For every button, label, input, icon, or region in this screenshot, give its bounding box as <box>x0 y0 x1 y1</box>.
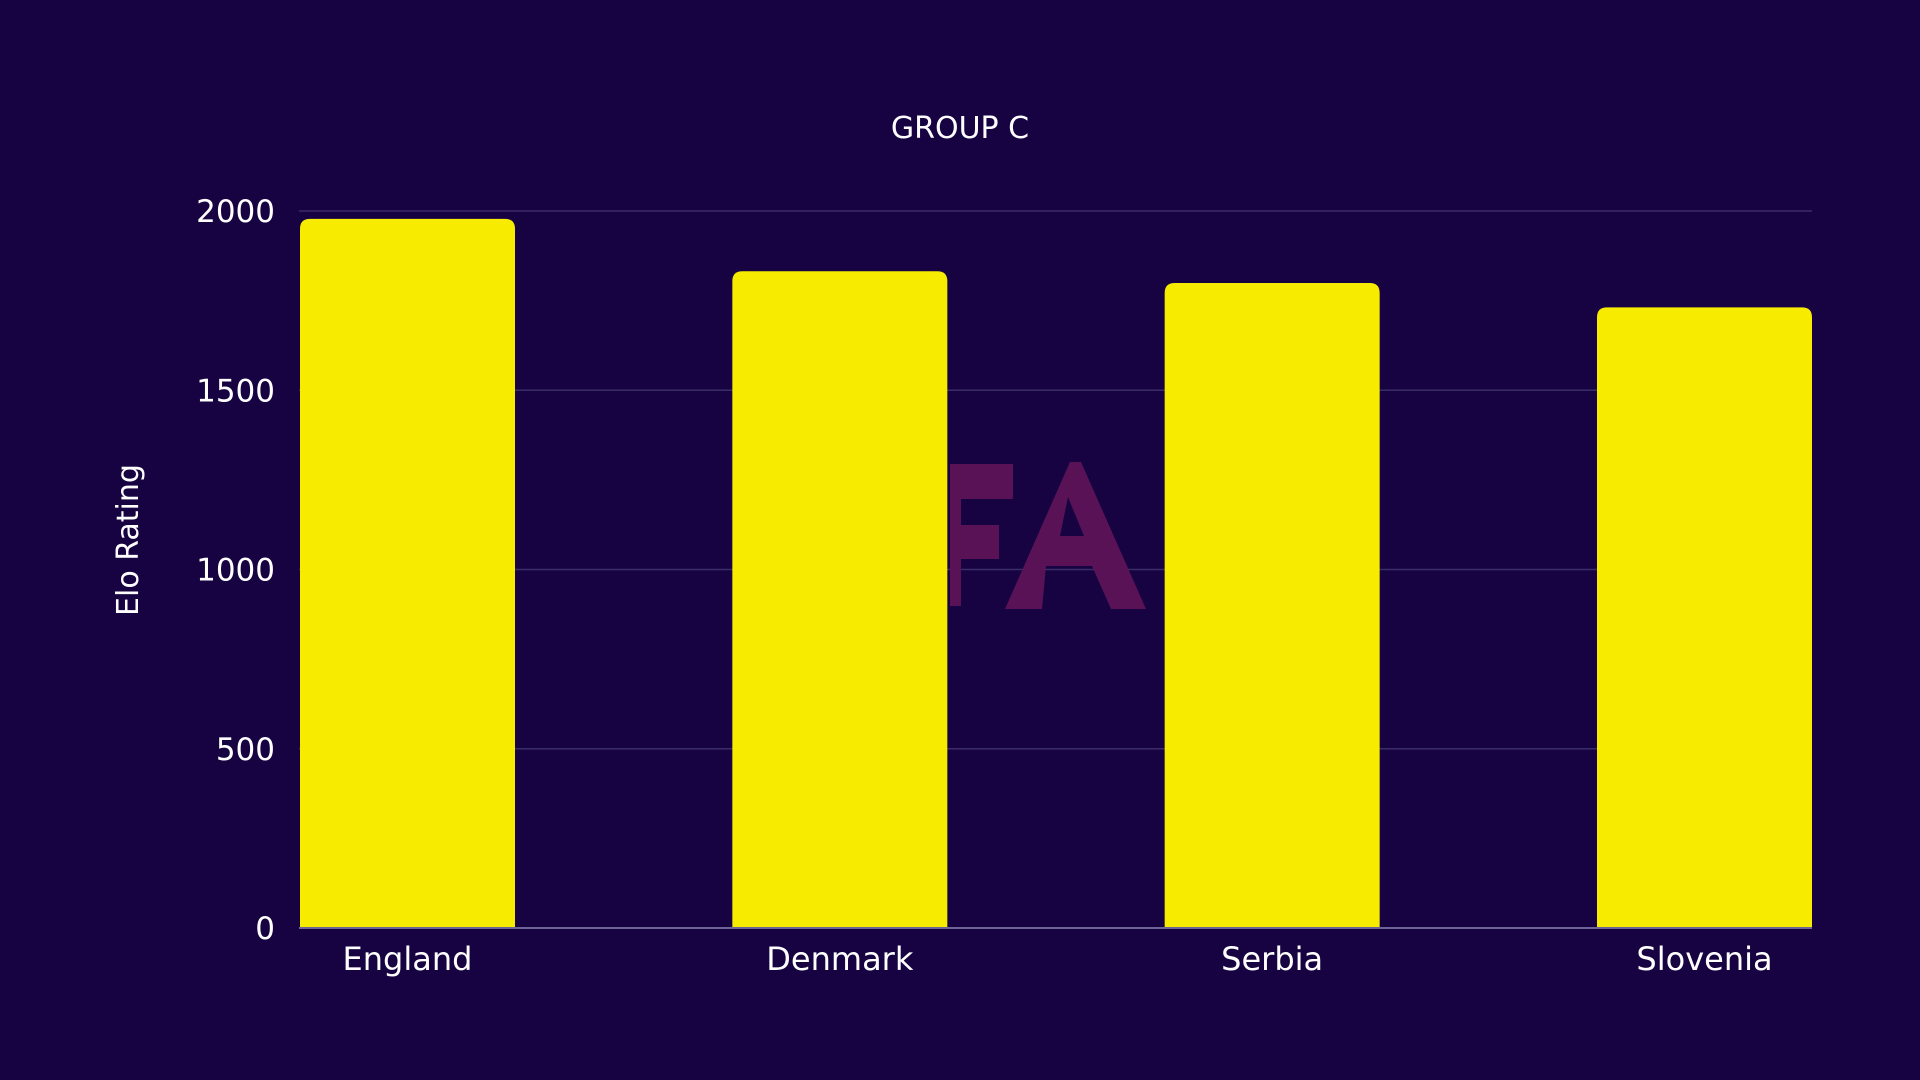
x-tick-label: Denmark <box>766 940 914 978</box>
y-tick-label: 2000 <box>196 194 275 230</box>
y-tick-label: 500 <box>216 732 275 768</box>
watermark-a-shape <box>1005 462 1146 609</box>
watermark-logo <box>950 462 1146 609</box>
y-tick-label: 1000 <box>196 553 275 589</box>
bars <box>300 218 1812 929</box>
bar-serbia <box>1164 283 1380 929</box>
x-axis-labels: England Denmark Serbia Slovenia <box>343 940 1773 978</box>
x-tick-label: England <box>343 940 473 978</box>
chart-title: GROUP C <box>891 111 1029 146</box>
y-tick-label: 0 <box>255 911 275 947</box>
y-tick-label: 1500 <box>196 373 275 409</box>
y-axis-title: Elo Rating <box>111 464 146 616</box>
y-axis-ticks: 0 500 1000 1500 2000 <box>196 194 275 947</box>
grid-lines <box>299 210 1812 750</box>
x-tick-label: Slovenia <box>1636 940 1772 978</box>
bar-england <box>300 218 515 929</box>
bar-denmark <box>732 271 948 928</box>
bar-slovenia <box>1597 307 1812 928</box>
watermark-f-shape <box>950 464 1013 606</box>
x-tick-label: Serbia <box>1221 940 1323 978</box>
